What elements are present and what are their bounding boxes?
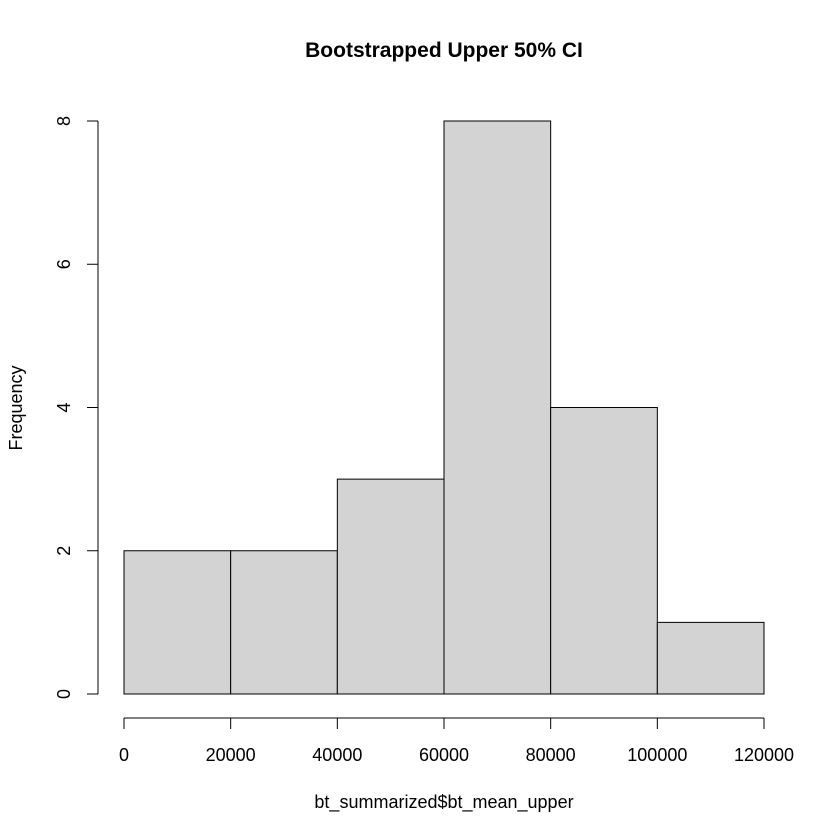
y-tick-label: 8: [54, 116, 74, 126]
x-tick-label: 80000: [526, 745, 576, 765]
histogram-bars: [123, 120, 765, 695]
x-tick-label: 120000: [734, 745, 794, 765]
x-tick-label: 60000: [419, 745, 469, 765]
y-axis-label: Frequency: [6, 365, 26, 450]
x-tick-label: 40000: [312, 745, 362, 765]
y-tick-label: 2: [54, 546, 74, 556]
chart-title: Bootstrapped Upper 50% CI: [305, 39, 583, 62]
x-tick-label: 20000: [206, 745, 256, 765]
x-tick-label: 100000: [627, 745, 687, 765]
histogram-bar-2: [336, 478, 445, 695]
histogram-bar-3: [443, 120, 552, 695]
x-axis: 0 20000 40000 60000 80000 100000 120000: [119, 717, 794, 765]
y-tick-label: 0: [54, 689, 74, 699]
histogram-bar-5: [656, 621, 765, 695]
x-tick-label: 0: [119, 745, 129, 765]
x-axis-label: bt_summarized$bt_mean_upper: [314, 792, 573, 813]
histogram-bar-1: [230, 550, 338, 695]
y-axis: 0 2 4 6 8: [54, 116, 99, 699]
y-tick-label: 4: [54, 402, 74, 412]
y-tick-label: 6: [54, 259, 74, 269]
histogram-bar-0: [123, 550, 232, 695]
histogram-bar-4: [550, 407, 658, 695]
